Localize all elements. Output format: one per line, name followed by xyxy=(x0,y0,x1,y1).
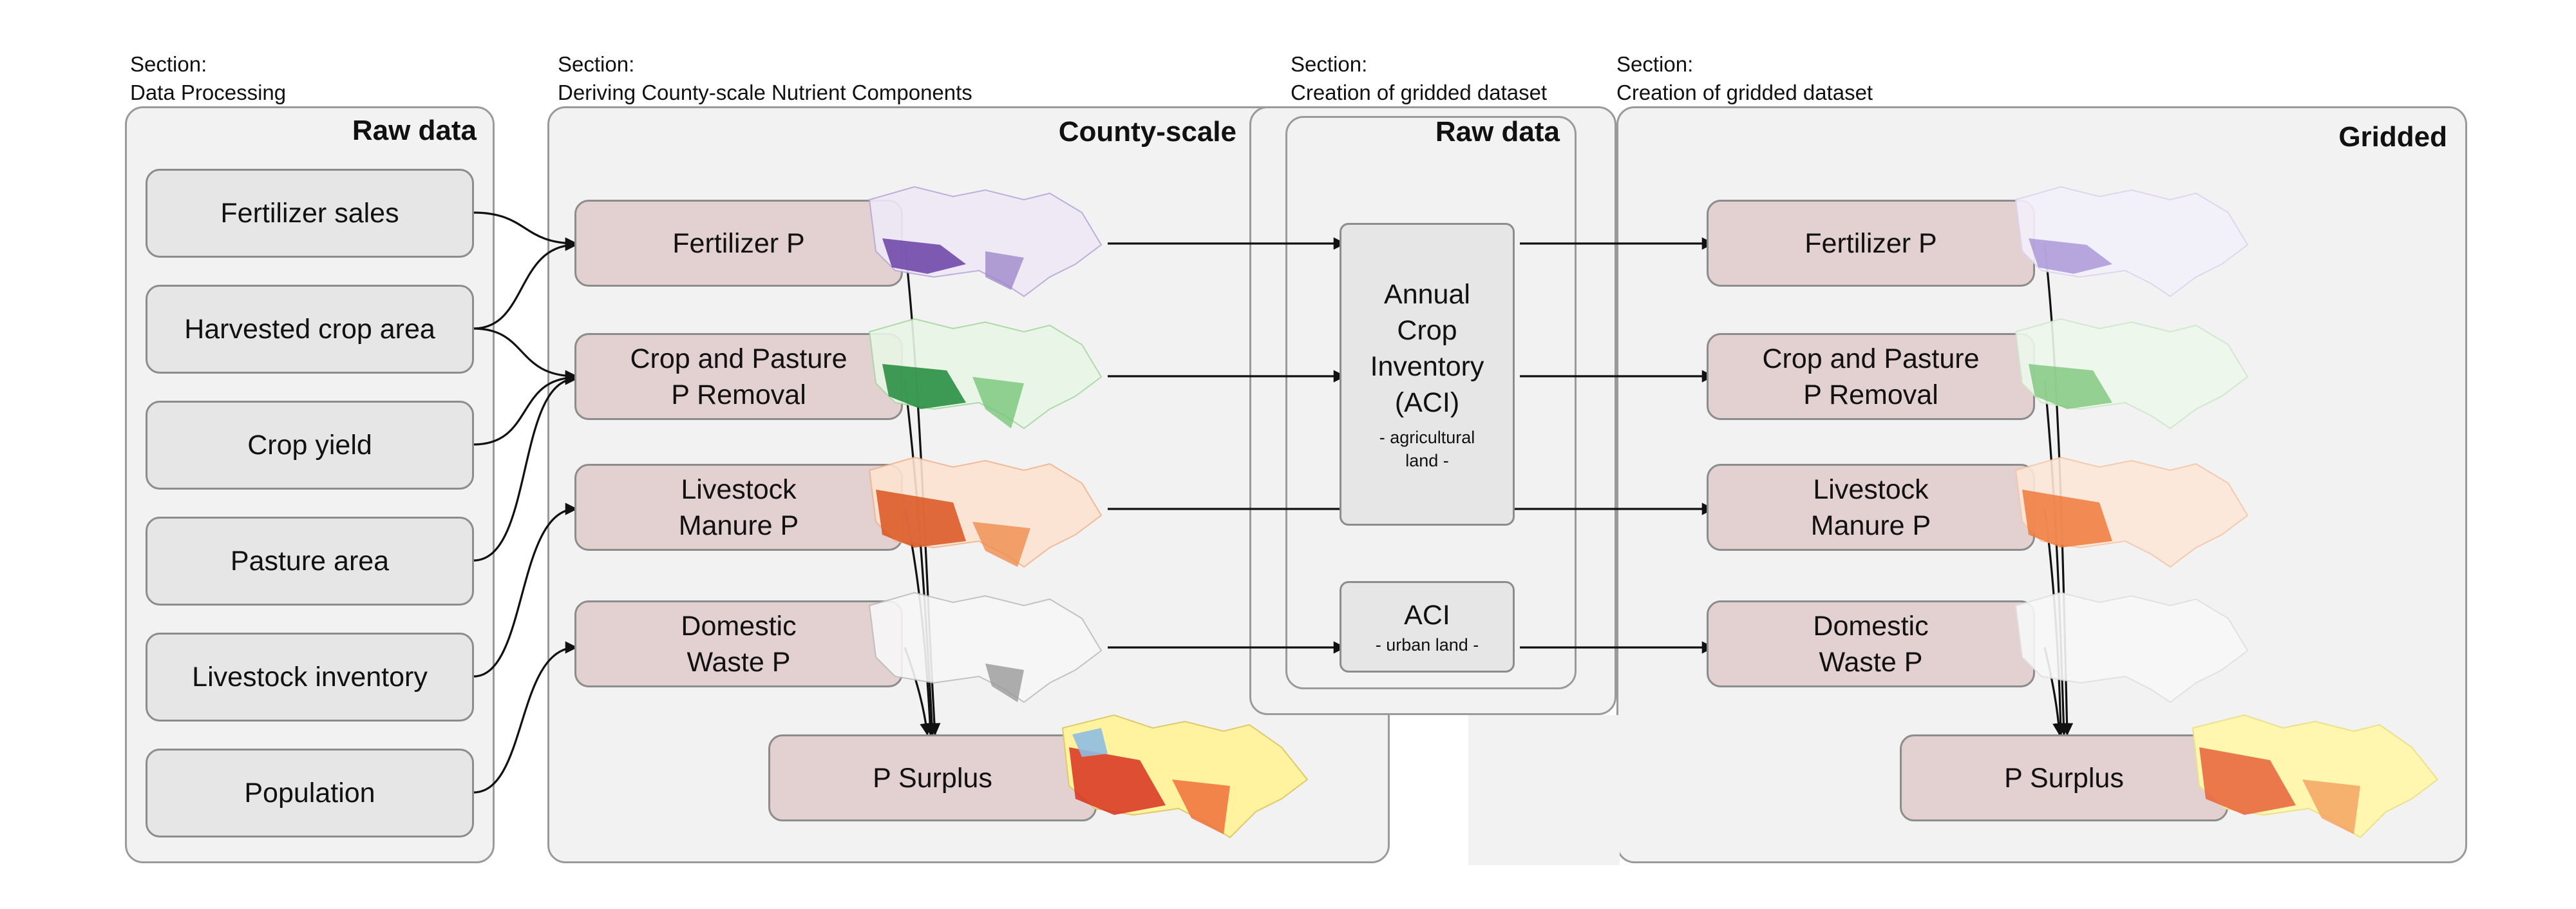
raw-input-crop-yield: Crop yield xyxy=(146,401,474,490)
raw-input-label: Fertilizer sales xyxy=(220,198,399,229)
raw-input-fertilizer-sales: Fertilizer sales xyxy=(146,169,474,258)
box-line: Crop and Pasture xyxy=(630,343,848,374)
box-line: Domestic xyxy=(681,610,797,642)
section-header-gridded-1: Section: Creation of gridded dataset xyxy=(1291,50,1547,107)
county-crop-pasture-p-removal: Crop and Pasture P Removal xyxy=(574,333,903,420)
gridded-map-manure xyxy=(2014,456,2249,568)
county-domestic-waste-p: Domestic Waste P xyxy=(574,600,903,687)
box-line: P Surplus xyxy=(873,762,992,794)
arrow-yield xyxy=(473,371,578,446)
aci-sub-line: - agricultural xyxy=(1379,428,1475,447)
gridded-panel-notch-fill xyxy=(1468,715,1620,865)
county-map-manure xyxy=(868,456,1103,568)
box-line: Manure P xyxy=(678,510,799,541)
raw-input-label: Livestock inventory xyxy=(192,662,428,693)
section-prefix: Section: xyxy=(130,52,207,76)
county-map-removal xyxy=(868,318,1103,430)
section-prefix: Section: xyxy=(1616,52,1694,76)
section-prefix: Section: xyxy=(558,52,635,76)
raw-input-harvested-crop-area: Harvested crop area xyxy=(146,285,474,374)
section-name: Creation of gridded dataset xyxy=(1616,81,1873,104)
box-line: Waste P xyxy=(1819,646,1923,678)
gridded-fertilizer-p: Fertilizer P xyxy=(1707,200,2035,287)
aci-subtitle: - agricultural land - xyxy=(1379,426,1475,472)
aci-title: Annual Crop Inventory (ACI) xyxy=(1370,276,1484,421)
section-prefix: Section: xyxy=(1291,52,1368,76)
gridded-livestock-manure-p: Livestock Manure P xyxy=(1707,464,2035,551)
gridded-p-surplus: P Surplus xyxy=(1900,734,2228,821)
county-map-surplus xyxy=(1061,714,1309,839)
arrow-grid-removal-surplus xyxy=(2043,379,2070,736)
arrow-removal-surplus xyxy=(904,379,938,736)
gridded-domestic-waste-p: Domestic Waste P xyxy=(1707,600,2035,687)
box-line: P Removal xyxy=(671,379,806,410)
section-name: Data Processing xyxy=(130,81,287,104)
box-line: Crop and Pasture xyxy=(1762,343,1980,374)
arrow-population xyxy=(473,641,578,794)
county-map-waste xyxy=(868,591,1103,703)
raw-input-label: Crop yield xyxy=(247,430,372,461)
section-name: Creation of gridded dataset xyxy=(1291,81,1548,104)
box-line: Fertilizer P xyxy=(672,227,805,259)
box-line: P Surplus xyxy=(2004,762,2124,794)
aci-sub-line: land - xyxy=(1405,451,1449,470)
raw-input-pasture-area: Pasture area xyxy=(146,517,474,606)
aci-line: (ACI) xyxy=(1394,387,1460,418)
box-line: Manure P xyxy=(1810,510,1931,541)
raw-input-label: Harvested crop area xyxy=(184,314,435,345)
aci-urban-title: ACI xyxy=(1404,600,1450,631)
county-scale-panel-title: County-scale xyxy=(1058,116,1236,148)
raw-input-livestock-inventory: Livestock inventory xyxy=(146,633,474,722)
gridded-crop-pasture-p-removal: Crop and Pasture P Removal xyxy=(1707,333,2035,420)
county-livestock-manure-p: Livestock Manure P xyxy=(574,464,903,551)
section-header-gridded-2: Section: Creation of gridded dataset xyxy=(1616,50,1873,107)
box-line: Livestock xyxy=(681,474,797,505)
box-line: Domestic xyxy=(1813,610,1929,642)
county-fertilizer-p: Fertilizer P xyxy=(574,200,903,287)
gridded-map-surplus xyxy=(2192,714,2439,839)
raw-input-population: Population xyxy=(146,749,474,837)
section-header-county: Section: Deriving County-scale Nutrient … xyxy=(558,50,972,107)
box-line: Livestock xyxy=(1813,474,1929,505)
raw-input-label: Pasture area xyxy=(230,546,390,577)
arrow-fert-sales xyxy=(473,211,578,250)
raw-input-label: Population xyxy=(244,778,375,809)
aci-urban-subtitle: - urban land - xyxy=(1375,635,1479,655)
box-line: Waste P xyxy=(687,646,791,678)
section-name: Deriving County-scale Nutrient Component… xyxy=(558,81,972,104)
box-line: Fertilizer P xyxy=(1804,227,1937,259)
aci-agricultural-box: Annual Crop Inventory (ACI) - agricultur… xyxy=(1340,223,1515,526)
gridded-map-waste xyxy=(2014,591,2249,703)
arrow-pasture xyxy=(473,372,578,562)
county-map-fertilizer xyxy=(868,186,1103,298)
gridded-map-removal xyxy=(2014,318,2249,430)
arrow-livestock xyxy=(473,502,578,678)
section-header-data-processing: Section: Data Processing xyxy=(130,50,286,107)
gridded-panel-title: Gridded xyxy=(2338,121,2447,153)
aci-line: Crop xyxy=(1397,315,1457,346)
arrow-crop-area-fert xyxy=(473,238,578,330)
aci-urban-box: ACI - urban land - xyxy=(1340,581,1515,673)
aci-panel-title: Raw data xyxy=(1435,116,1560,148)
county-p-surplus: P Surplus xyxy=(768,734,1097,821)
box-line: P Removal xyxy=(1803,379,1938,410)
aci-line: Annual xyxy=(1384,279,1470,310)
raw-data-panel-title: Raw data xyxy=(352,115,477,146)
arrow-crop-area-removal xyxy=(473,327,578,383)
aci-line: Inventory xyxy=(1370,351,1484,382)
gridded-map-fertilizer xyxy=(2014,186,2249,298)
